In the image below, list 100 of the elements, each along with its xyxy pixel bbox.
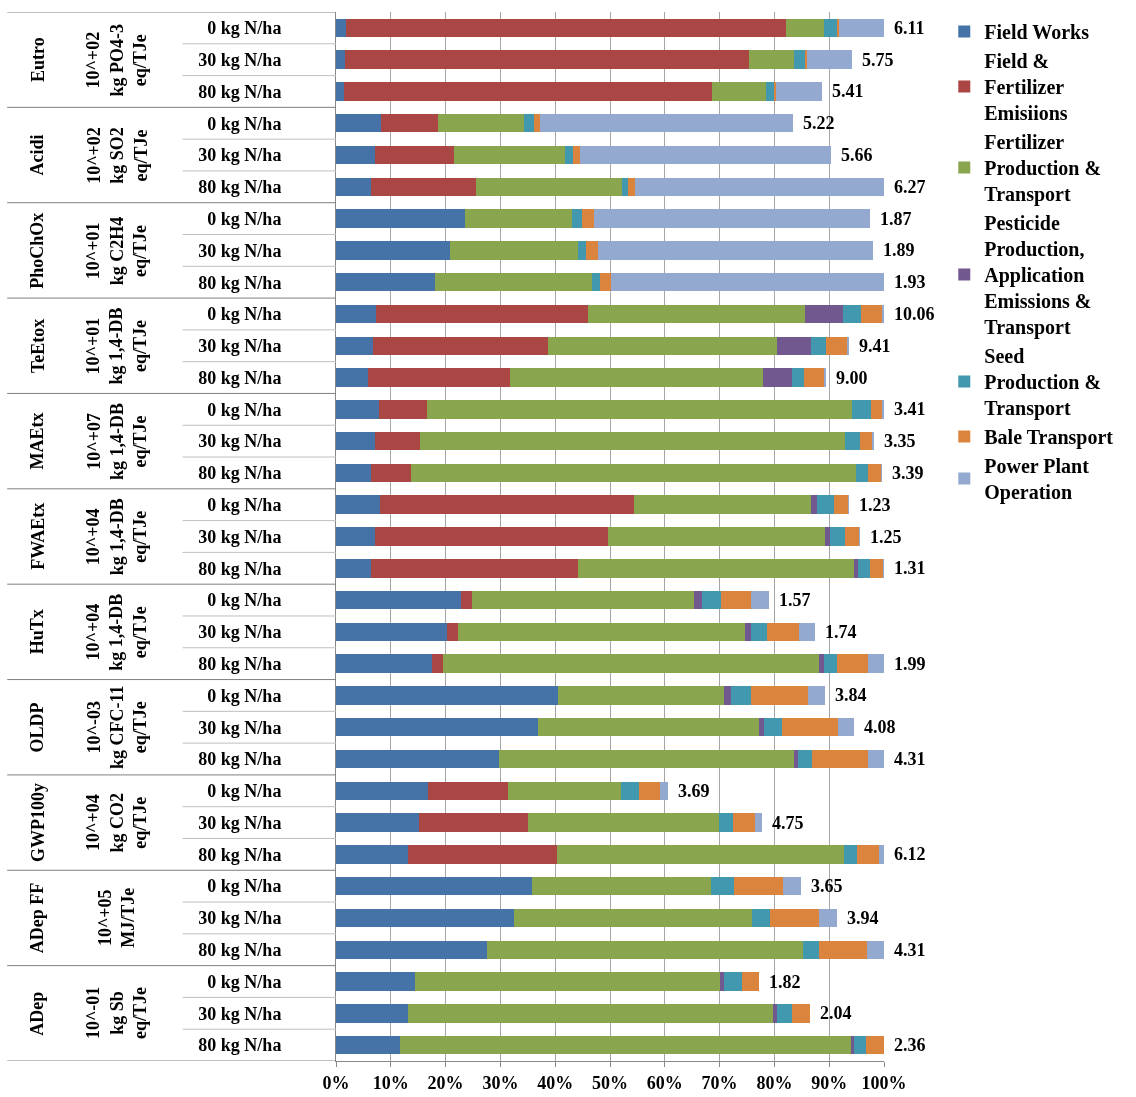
x-tick-label: 10% — [372, 1072, 409, 1093]
bar — [750, 590, 769, 610]
bar — [336, 876, 533, 896]
bar — [379, 400, 427, 419]
y-tick-label: 80 kg N/ha — [198, 81, 282, 102]
y-tick-label: 80 kg N/ha — [198, 749, 282, 770]
bar — [527, 813, 719, 832]
annotation: 3.41 — [894, 399, 926, 419]
bar — [336, 1004, 409, 1023]
bar — [870, 400, 883, 419]
bar — [336, 272, 436, 292]
bar — [442, 654, 819, 673]
annotation: 3.39 — [892, 463, 924, 483]
y-tick-label: 0 kg N/ha — [207, 304, 282, 325]
text: 10^+04 kg CO2 eq/TJe — [83, 792, 151, 853]
x-tick-label: 30% — [482, 1072, 519, 1093]
bar — [374, 431, 420, 451]
bar — [810, 495, 818, 514]
legend-label: Field Works — [984, 21, 1090, 44]
bar — [370, 463, 411, 483]
bar — [585, 241, 598, 260]
bar — [487, 940, 804, 959]
bar — [336, 495, 381, 514]
y-tick-label: 30 kg N/ha — [198, 812, 282, 833]
annotation: 5.41 — [832, 81, 864, 101]
bar — [336, 1035, 400, 1055]
bar — [825, 336, 848, 355]
bar — [731, 686, 752, 705]
bar — [718, 813, 734, 832]
bar — [336, 368, 369, 387]
bar — [460, 590, 472, 610]
bar — [336, 431, 375, 451]
annotation: 5.66 — [841, 145, 873, 165]
bar — [878, 845, 884, 864]
annotation: 9.00 — [836, 368, 868, 388]
annotation: 1.99 — [894, 654, 926, 674]
bar — [336, 622, 447, 642]
bar — [857, 559, 871, 578]
bar — [845, 527, 859, 546]
annotation: 1.82 — [769, 972, 801, 992]
bar — [733, 813, 755, 832]
y-tick-label: 80 kg N/ha — [198, 177, 282, 198]
annotation: 4.75 — [772, 813, 804, 833]
legend-label: Seed Production & Transport — [984, 345, 1102, 421]
bar — [733, 876, 784, 896]
bar — [634, 177, 884, 197]
bar — [611, 272, 884, 292]
bar — [336, 590, 461, 610]
bar — [565, 145, 573, 165]
y-tick-label: 80 kg N/ha — [198, 367, 282, 388]
x-tick-label: 20% — [427, 1072, 464, 1093]
bar — [336, 209, 465, 228]
annotation: 3.35 — [884, 431, 916, 451]
bar — [763, 718, 783, 737]
bar — [523, 114, 534, 133]
bar — [817, 495, 835, 514]
bar — [786, 18, 824, 38]
bar — [370, 559, 578, 578]
annotation: 5.75 — [862, 50, 894, 70]
bar — [793, 50, 806, 69]
bar — [499, 749, 794, 769]
bar — [510, 368, 763, 387]
bar — [870, 559, 883, 578]
bar — [834, 495, 848, 514]
bar — [540, 114, 794, 133]
bar — [336, 781, 428, 801]
legend-label: Pesticide Production, Application Emissions & Transport — [984, 212, 1092, 340]
y-tick-label: 80 kg N/ha — [198, 1035, 282, 1056]
bar — [824, 527, 831, 546]
text: GWP100y — [27, 782, 48, 862]
bar — [860, 304, 883, 324]
bar — [577, 559, 854, 578]
bar — [807, 50, 852, 69]
y-tick-label: 0 kg N/ha — [207, 495, 282, 516]
bar — [782, 718, 838, 737]
bar — [376, 304, 589, 324]
bar — [660, 781, 668, 801]
bar — [843, 304, 861, 324]
bar — [336, 718, 538, 737]
bar — [749, 50, 794, 69]
legend-label: Bale Transport — [984, 426, 1114, 450]
text: 10^+02 kg PO4-3 eq/TJe — [83, 23, 150, 97]
bar — [867, 940, 884, 959]
annotation: 3.84 — [835, 685, 867, 705]
bar — [805, 50, 808, 69]
bar — [620, 781, 639, 801]
bar — [838, 18, 884, 38]
bar — [868, 463, 881, 483]
y-tick-label: 30 kg N/ha — [198, 49, 282, 70]
y-tick-label: 0 kg N/ha — [207, 590, 282, 611]
y-tick-label: 0 kg N/ha — [207, 685, 282, 706]
bar — [845, 431, 861, 451]
bar — [803, 940, 819, 959]
text: 10^+01 kg 1,4-DB eq/TJe — [83, 307, 150, 385]
x-tick-label: 90% — [811, 1072, 848, 1093]
bar — [812, 749, 869, 769]
bar — [446, 622, 458, 642]
y-tick-label: 80 kg N/ha — [198, 653, 282, 674]
bar — [336, 114, 381, 133]
legend-label: Power Plant Operation — [984, 455, 1090, 505]
